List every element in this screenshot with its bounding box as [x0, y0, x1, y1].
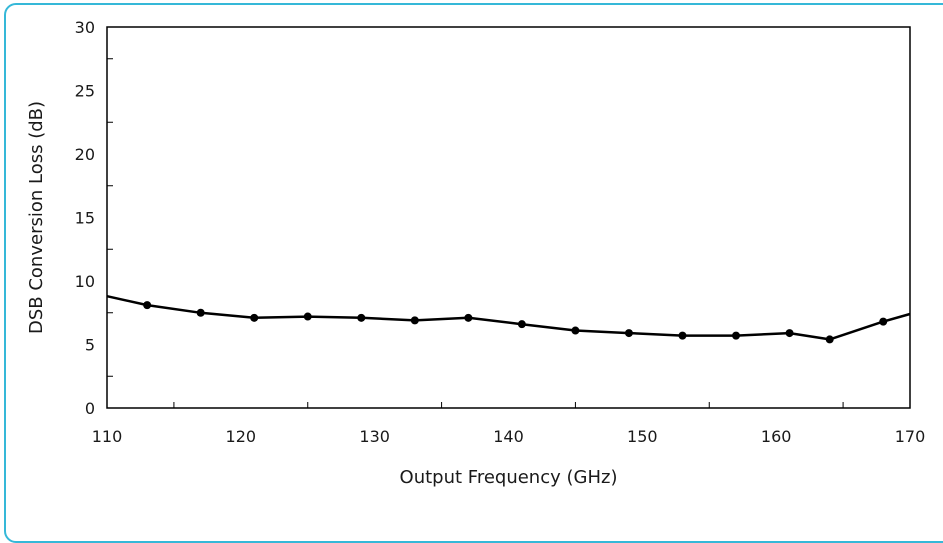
x-tick-labels: 110 120 130 140 150 160 170 [92, 427, 926, 446]
y-tick-label: 15 [75, 209, 95, 228]
y-tick-label: 5 [85, 336, 95, 355]
y-tick-label: 30 [75, 18, 95, 37]
y-tick-label: 20 [75, 145, 95, 164]
y-tick-label: 10 [75, 272, 95, 291]
data-point [303, 312, 312, 321]
x-tick-label: 130 [359, 427, 390, 446]
data-point [464, 313, 473, 322]
data-point [571, 326, 580, 335]
x-tick-label: 160 [761, 427, 792, 446]
data-point [357, 313, 366, 322]
data-point [250, 313, 259, 322]
data-point [196, 308, 205, 317]
data-point [678, 331, 687, 340]
data-point [785, 329, 794, 338]
data-point [517, 320, 526, 329]
plot-area-border [106, 26, 911, 409]
data-point [732, 331, 741, 340]
x-minor-ticks [173, 402, 844, 408]
x-tick-label: 140 [493, 427, 524, 446]
x-tick-label: 170 [895, 427, 926, 446]
data-point [879, 317, 888, 326]
data-point [825, 335, 834, 344]
data-point [143, 301, 152, 310]
data-point [624, 329, 633, 338]
series-markers [143, 301, 888, 344]
x-tick-label: 150 [627, 427, 658, 446]
y-tick-label: 25 [75, 82, 95, 101]
y-tick-labels: 0 5 10 15 20 25 30 [75, 18, 95, 418]
x-tick-label: 110 [92, 427, 123, 446]
y-axis-title: DSB Conversion Loss (dB) [26, 101, 47, 334]
line-chart: 0 5 10 15 20 25 30 110 120 130 140 150 160 170 Outpu… [26, 18, 926, 488]
y-tick-label: 0 [85, 399, 95, 418]
y-minor-ticks [107, 58, 113, 377]
x-axis-title: Output Frequency (GHz) [400, 467, 618, 488]
x-tick-label: 120 [226, 427, 257, 446]
data-point [410, 316, 419, 325]
